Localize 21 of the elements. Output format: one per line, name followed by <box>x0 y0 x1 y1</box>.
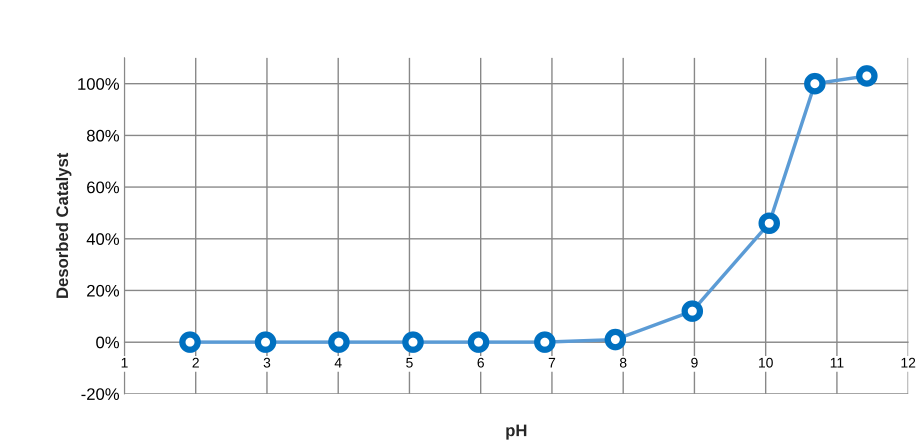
y-tick-label: -20% <box>81 388 120 400</box>
y-tick-label: 80% <box>86 130 120 142</box>
y-tick-label: 20% <box>87 284 120 297</box>
x-tick-label: 6 <box>478 358 484 368</box>
y-axis-title: Desorbed Catalyst <box>56 152 72 298</box>
x-tick-label: 4 <box>334 358 342 368</box>
x-tick-label: 9 <box>691 358 698 368</box>
x-tick-label: 2 <box>192 358 199 368</box>
x-tick-label: 8 <box>620 358 626 368</box>
x-axis-title: pH <box>506 424 526 440</box>
x-tick-label: 11 <box>830 358 844 368</box>
y-tick-label: 0% <box>96 336 120 348</box>
x-tick-label: 1 <box>122 358 128 368</box>
x-tick-label: 12 <box>902 358 916 368</box>
x-tick-label: 3 <box>264 358 270 368</box>
x-tick-label: 7 <box>548 358 556 368</box>
x-tick-label: 5 <box>406 358 413 368</box>
y-tick-label: 60% <box>87 181 120 194</box>
x-tick-label: 10 <box>759 358 773 368</box>
y-tick-label: 40% <box>86 233 120 245</box>
y-tick-label: 100% <box>78 78 120 90</box>
